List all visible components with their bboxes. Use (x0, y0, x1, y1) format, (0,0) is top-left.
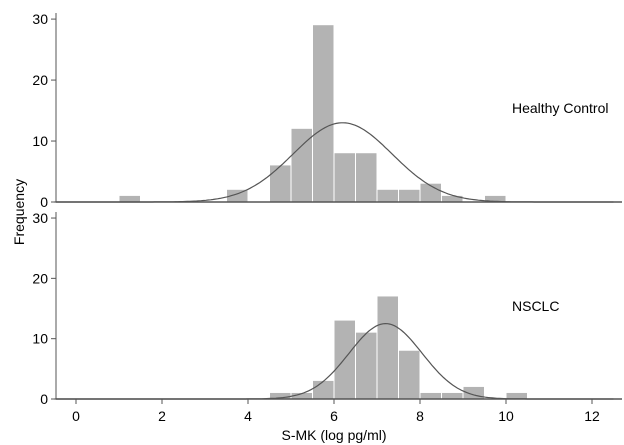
y-tick-label: 20 (32, 270, 48, 286)
y-tick-label: 30 (32, 210, 48, 226)
x-axis: 0 2 4 6 8 10 12 (72, 399, 600, 424)
histogram-bar (377, 189, 398, 202)
histogram-bar (356, 332, 377, 399)
histogram-bar (334, 153, 355, 202)
x-axis-title: S-MK (log pg/ml) (281, 427, 386, 443)
y-tick-label: 10 (32, 331, 48, 347)
histogram-bar (313, 380, 334, 399)
normal-fit-curve (54, 322, 614, 400)
panel-1: 0 10 20 30 NSCLC (32, 210, 622, 407)
x-tick-label: 6 (330, 408, 338, 424)
histogram-bar (420, 392, 441, 399)
panel-0: 0 10 20 30 Healthy Control (32, 11, 622, 210)
y-tick-label: 0 (40, 391, 48, 407)
histogram-bar (270, 165, 291, 202)
normal-fit-curve (54, 122, 614, 203)
y-tick-label: 0 (40, 194, 48, 210)
histogram-bar (399, 189, 420, 202)
panel-label: NSCLC (512, 298, 559, 314)
histogram-bar (119, 195, 140, 202)
y-tick-label: 10 (32, 133, 48, 149)
histogram-bar (442, 392, 463, 399)
histogram-bar (485, 195, 506, 202)
histogram-bar (399, 350, 420, 399)
y-tick-label: 20 (32, 72, 48, 88)
x-tick-label: 8 (416, 408, 424, 424)
histogram-bar (356, 153, 377, 202)
histogram-bar (313, 25, 334, 203)
x-tick-label: 4 (244, 408, 252, 424)
y-axis-title: Frequency (11, 179, 27, 245)
histogram-bar (506, 392, 527, 399)
histogram-bar (442, 195, 463, 202)
x-tick-label: 0 (72, 408, 80, 424)
histogram-bar (291, 392, 312, 399)
histogram-bar (227, 189, 248, 202)
histogram-bar (334, 320, 355, 399)
x-tick-label: 12 (584, 408, 600, 424)
histogram-bar (377, 296, 398, 399)
histogram-bar (291, 128, 312, 202)
x-tick-label: 2 (158, 408, 166, 424)
x-tick-label: 10 (498, 408, 514, 424)
panels-group: 0 10 20 30 Healthy Control 0 10 20 30 NSCLC (32, 11, 622, 407)
panel-label: Healthy Control (512, 100, 609, 116)
y-tick-label: 30 (32, 11, 48, 27)
histogram-bar (270, 392, 291, 399)
